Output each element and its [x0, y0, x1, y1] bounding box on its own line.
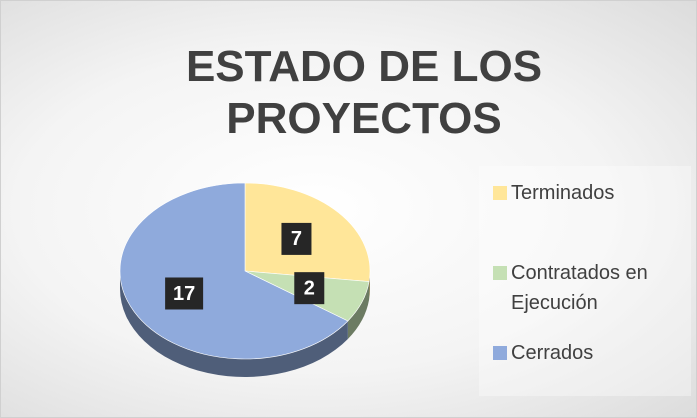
legend-label: Terminados — [511, 182, 615, 204]
legend: Terminados Contratados en Ejecución Cerrad… — [479, 166, 691, 396]
legend-entry: Cerrados — [493, 338, 683, 368]
legend-swatch — [493, 186, 507, 200]
pie-slice-side — [120, 271, 348, 378]
legend-entry: Terminados — [493, 178, 683, 208]
data-label-box — [294, 272, 325, 305]
legend-swatch — [493, 266, 507, 280]
data-label: 2 — [304, 277, 315, 299]
pie-slice — [119, 182, 349, 360]
pie-slice-side — [347, 281, 370, 339]
data-label: 7 — [291, 228, 302, 250]
data-label-box — [281, 222, 312, 255]
chart-title: ESTADO DE LOS PROYECTOS — [185, 42, 543, 143]
data-label-box — [165, 277, 204, 310]
legend-label: Contratados en Ejecución — [511, 262, 648, 314]
legend-entry: Contratados en Ejecución — [493, 258, 683, 318]
data-label: 17 — [173, 283, 195, 305]
legend-swatch — [493, 346, 507, 360]
legend-label: Cerrados — [511, 342, 594, 364]
